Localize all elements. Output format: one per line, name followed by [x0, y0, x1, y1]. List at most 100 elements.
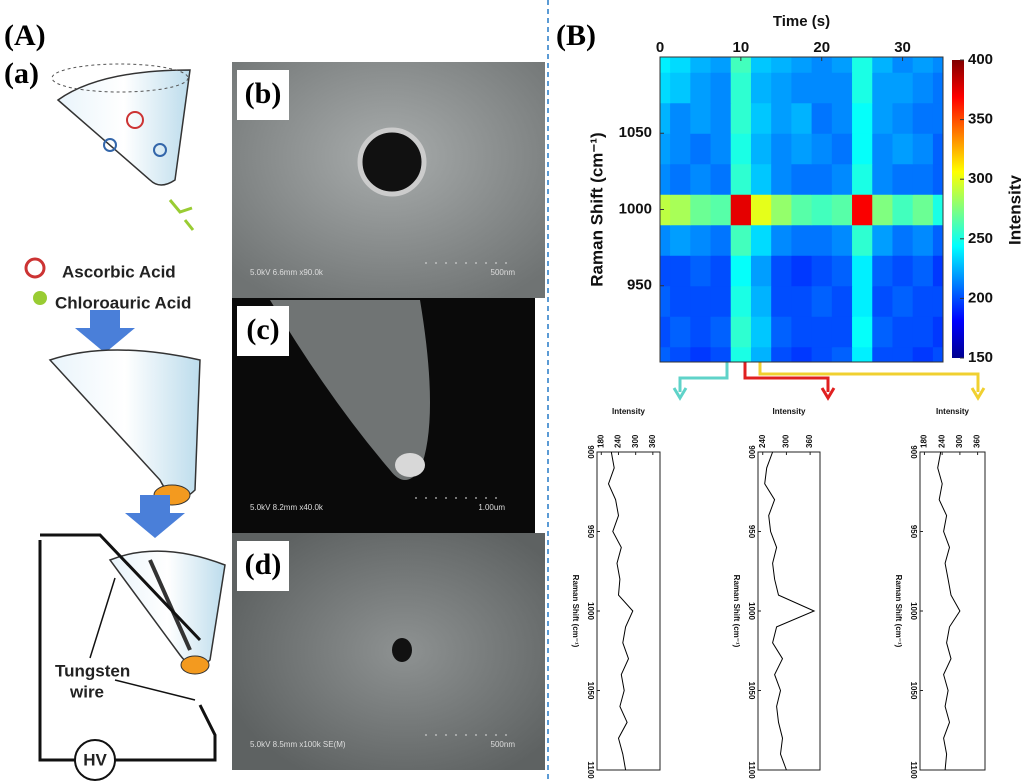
heatmap-cell: [892, 103, 913, 134]
shift-tick-label: 1000: [586, 602, 595, 620]
heatmap-cell: [731, 194, 752, 225]
intensity-tick-label: 240: [758, 434, 767, 448]
colorbar-tick-label: 400: [968, 51, 993, 68]
intensity-tick-label: 300: [631, 434, 640, 448]
shift-tick-label: 900: [909, 445, 918, 459]
arrows: [674, 362, 984, 398]
reagent-label: Ascorbic Acid: [62, 262, 176, 281]
heatmap-cell: [791, 316, 812, 347]
heatmap-cell: [832, 286, 853, 317]
heatmap-cell: [690, 255, 711, 286]
y-tick-label: 1050: [619, 124, 652, 141]
heatmap-cell: [892, 194, 913, 225]
panel-label: (A): [4, 19, 46, 52]
reagent-label: Chloroauric Acid: [55, 293, 191, 312]
heatmap-cell: [711, 225, 732, 256]
heatmap-cell: [872, 286, 893, 317]
heatmap-cell: [913, 225, 934, 256]
shift-tick-label: 1050: [909, 682, 918, 700]
heatmap-cell: [791, 255, 812, 286]
x-tick-label: 30: [894, 39, 911, 56]
heatmap-cell: [852, 225, 873, 256]
heatmap-cell: [872, 316, 893, 347]
heatmap-cell: [812, 316, 833, 347]
y-axis-label: Raman Shift (cm⁻¹): [894, 575, 903, 648]
intensity-tick-label: 180: [920, 434, 929, 448]
sem-tip: [395, 453, 425, 477]
heatmap-cell: [771, 225, 792, 256]
heatmap-cell: [832, 225, 853, 256]
chart-title: Time (s): [773, 13, 830, 30]
x-tick-label: 20: [813, 39, 830, 56]
shift-tick-label: 950: [909, 525, 918, 539]
shift-tick-label: 1050: [747, 682, 756, 700]
intensity-tick-label: 360: [648, 434, 657, 448]
heatmap-cell: [711, 286, 732, 317]
heatmap-cell: [913, 194, 934, 225]
heatmap-cell: [812, 225, 833, 256]
heatmap-cell: [832, 164, 853, 195]
heatmap-cell: [913, 316, 934, 347]
sem-info: 5.0kV 8.2mm x40.0k: [250, 503, 324, 512]
heatmap-cell: [852, 194, 873, 225]
plot-frame: [920, 452, 985, 770]
heatmap-cell: [751, 194, 772, 225]
heatmap-cell: [690, 316, 711, 347]
figure: (A) (a) Ascorbic Acid Chloroauric Acid T…: [0, 0, 1021, 781]
sem-pore: [360, 130, 424, 194]
colorbar-tick-label: 150: [968, 349, 993, 366]
shift-tick-label: 1100: [586, 761, 595, 779]
heatmap-cell: [771, 72, 792, 103]
heatmap-cell: [751, 225, 772, 256]
sub-label: (a): [4, 57, 39, 90]
heatmap-cell: [892, 225, 913, 256]
heatmap-cell: [872, 103, 893, 134]
heatmap-cell: [913, 286, 934, 317]
heatmap-cell: [670, 72, 691, 103]
heatmap-cell: [791, 103, 812, 134]
heatmap-cell: [711, 72, 732, 103]
y-tick-label: 1000: [619, 200, 652, 217]
heatmap-cell: [812, 194, 833, 225]
heatmap-cell: [670, 194, 691, 225]
y-axis-label: Raman Shift (cm⁻¹): [587, 132, 606, 286]
heatmap-cell: [711, 164, 732, 195]
heatmap-cell: [771, 133, 792, 164]
heatmap-cell: [812, 255, 833, 286]
heatmap-cell: [913, 72, 934, 103]
sem-scale: 1.00um: [478, 503, 505, 512]
heatmap-cell: [731, 103, 752, 134]
plot-frame: [597, 452, 660, 770]
shift-tick-label: 900: [586, 445, 595, 459]
heatmap-cell: [731, 133, 752, 164]
sem-scale: 500nm: [491, 268, 516, 277]
heatmap-cell: [872, 164, 893, 195]
heatmap-cell: [751, 72, 772, 103]
heatmap-cell: [812, 72, 833, 103]
heatmap-cell: [872, 133, 893, 164]
heatmap-cell: [670, 225, 691, 256]
heatmap-cell: [852, 103, 873, 134]
intensity-tick-label: 300: [782, 434, 791, 448]
power-label: HV: [83, 750, 107, 769]
x-tick-label: 10: [733, 39, 750, 56]
heatmap-cell: [791, 225, 812, 256]
chart-title: Intensity: [612, 407, 645, 416]
colorbar-tick-label: 350: [968, 111, 993, 128]
heatmap-cell: [751, 316, 772, 347]
heatmap-cell: [791, 133, 812, 164]
heatmap-cell: [670, 286, 691, 317]
heatmap-cell: [731, 72, 752, 103]
heatmap-cell: [872, 255, 893, 286]
sem-pore: [392, 638, 412, 662]
electrode-label: Tungsten: [55, 661, 130, 680]
heatmap-cell: [771, 103, 792, 134]
shift-tick-label: 1050: [586, 682, 595, 700]
heatmap-cell: [751, 255, 772, 286]
heatmap-cell: [852, 164, 873, 195]
heatmap-cell: [751, 103, 772, 134]
y-axis-label: Raman Shift (cm⁻¹): [571, 575, 580, 648]
sem-label: (b): [245, 77, 282, 110]
shift-tick-label: 950: [747, 525, 756, 539]
y-axis-label: Raman Shift (cm⁻¹): [732, 575, 741, 648]
